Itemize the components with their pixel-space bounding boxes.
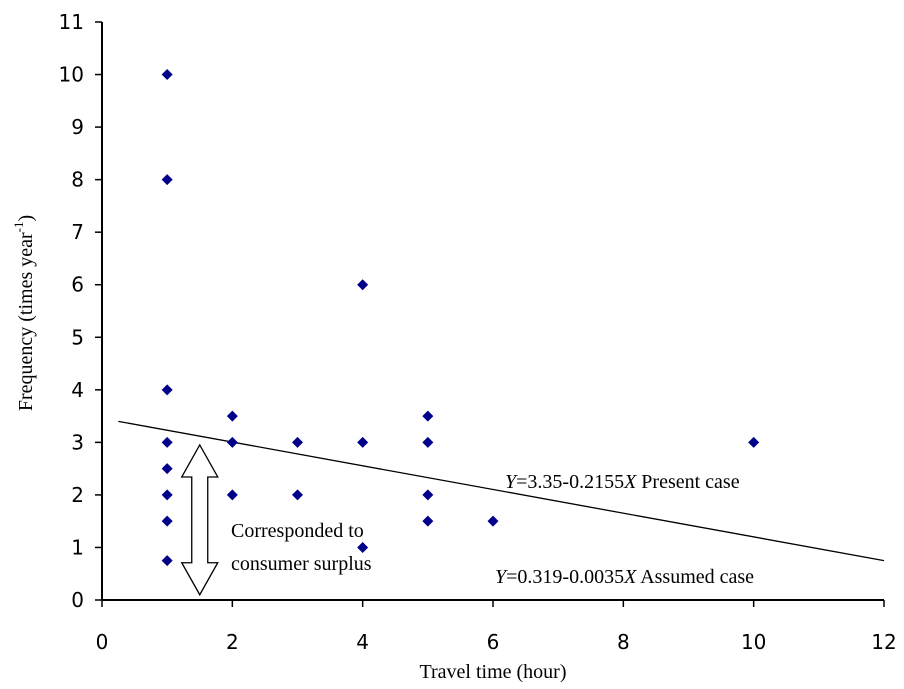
data-point xyxy=(226,410,238,422)
y-tick-label: 2 xyxy=(71,483,84,507)
x-axis-label: Travel time (hour) xyxy=(419,661,566,683)
trend-line xyxy=(118,420,885,562)
data-point xyxy=(161,489,173,501)
y-axis-ticks: 0 1 2 3 4 5 6 7 8 9 10 11 xyxy=(59,10,102,612)
data-point xyxy=(292,436,303,448)
data-point xyxy=(357,436,369,448)
x-tick-label: 2 xyxy=(226,630,239,654)
x-tick-label: 12 xyxy=(871,630,896,654)
y-tick-label: 1 xyxy=(71,535,84,559)
y-tick-label: 9 xyxy=(71,115,84,139)
y-axis-label-close: ) xyxy=(15,215,37,222)
data-point xyxy=(357,541,369,553)
data-point xyxy=(161,69,173,81)
x-tick-label: 10 xyxy=(741,630,766,654)
x-tick-label: 8 xyxy=(617,630,630,654)
data-point xyxy=(226,489,238,501)
x-tick-label: 4 xyxy=(356,630,369,654)
y-axis-label-superscript: -1 xyxy=(11,222,26,233)
y-tick-label: 5 xyxy=(71,325,84,349)
data-point xyxy=(161,555,173,567)
consumer-surplus-label-line1: Corresponded to xyxy=(231,520,364,542)
data-point xyxy=(422,436,434,448)
data-point xyxy=(422,489,434,501)
y-tick-label: 7 xyxy=(71,220,84,244)
data-point xyxy=(161,463,173,475)
x-tick-label: 0 xyxy=(96,630,109,654)
y-tick-label: 3 xyxy=(71,430,84,454)
data-point xyxy=(226,436,238,448)
y-tick-label: 0 xyxy=(71,588,84,612)
y-tick-label: 4 xyxy=(71,378,84,402)
y-tick-label: 11 xyxy=(59,10,84,34)
y-axis-label: Frequency (times year-1) xyxy=(11,215,37,411)
double-arrow-icon xyxy=(180,443,219,597)
consumer-surplus-label-line2: consumer surplus xyxy=(231,553,372,575)
data-point xyxy=(357,279,369,291)
x-tick-label: 6 xyxy=(487,630,500,654)
data-point xyxy=(161,436,173,448)
y-tick-label: 10 xyxy=(59,63,84,87)
y-tick-label: 8 xyxy=(71,168,84,192)
data-point xyxy=(422,515,434,527)
data-point xyxy=(292,489,303,501)
x-axis-ticks: 0 2 4 6 8 10 12 xyxy=(96,600,897,654)
y-axis-label-main: Frequency (times year xyxy=(15,232,37,411)
data-point xyxy=(161,515,173,527)
data-point xyxy=(161,384,173,396)
data-point xyxy=(748,436,760,448)
data-points xyxy=(161,69,760,567)
assumed-case-equation: Y=0.319-0.0035X Assumed case xyxy=(495,566,754,588)
data-point xyxy=(161,174,173,186)
data-point xyxy=(487,515,499,527)
present-case-equation: Y=3.35-0.2155X Present case xyxy=(505,471,740,493)
y-tick-label: 6 xyxy=(71,273,84,297)
data-point xyxy=(422,410,434,422)
